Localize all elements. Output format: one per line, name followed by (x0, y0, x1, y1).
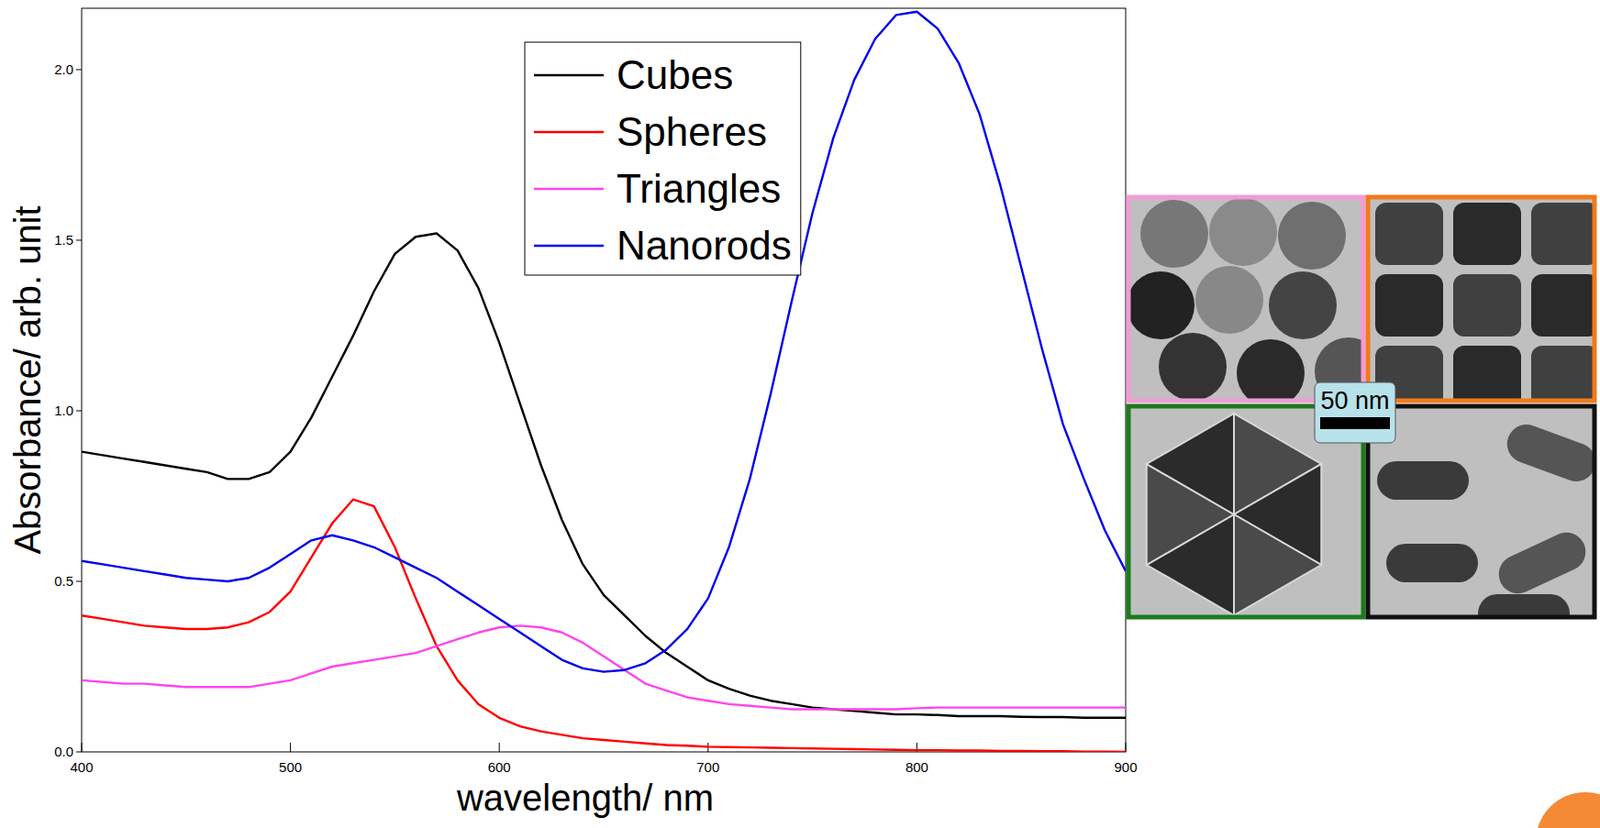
particle (1453, 202, 1522, 266)
y-axis-title: Absorbance/ arb. unit (7, 205, 48, 555)
series-line (81, 625, 1126, 710)
y-tick-label: 0.0 (54, 744, 74, 760)
legend-swatch (533, 74, 604, 77)
particle (1236, 339, 1305, 401)
x-tick-label: 700 (696, 759, 720, 776)
legend: Cubes Spheres Triangles Nanorods (524, 42, 801, 276)
y-tick (76, 68, 82, 70)
particle (1531, 202, 1595, 266)
particle (1531, 345, 1595, 401)
legend-label: Cubes (616, 52, 734, 98)
decoration (1535, 792, 1600, 828)
micrograph-border (1367, 197, 1595, 401)
x-axis-title: wavelength/ nm (455, 777, 714, 819)
y-tick-label: 2.0 (54, 61, 74, 78)
particle (1453, 345, 1522, 401)
particle (1128, 271, 1195, 340)
x-tick (289, 743, 291, 753)
particle (1531, 274, 1595, 337)
y-tick-label: 1.5 (54, 232, 74, 248)
chart-root: 400 500 600 700 800 900 0.0 0.5 1.0 1.5 2.0 wavelen… (0, 0, 1600, 828)
legend-label: Nanorods (616, 222, 792, 268)
x-tick-label: 600 (488, 759, 512, 776)
legend-swatch (533, 244, 604, 247)
particle (1140, 200, 1209, 268)
y-tick-label: 1.0 (54, 402, 74, 419)
particle (1377, 461, 1469, 500)
micrograph (1367, 197, 1595, 401)
scale-bar: 50 nm (1314, 382, 1396, 444)
particle (1453, 274, 1522, 337)
micrograph-border (1128, 197, 1364, 401)
particle (1477, 594, 1570, 618)
scale-bar-line (1320, 417, 1390, 430)
y-tick (76, 239, 82, 241)
legend-box (524, 42, 801, 276)
x-tick-label: 800 (905, 759, 929, 776)
particle (1146, 413, 1234, 515)
micrograph (1367, 406, 1595, 618)
series-line (81, 11, 1126, 673)
micrograph (1128, 197, 1364, 401)
x-tick-label: 500 (278, 759, 302, 776)
x-tick (81, 743, 83, 753)
scale-bar-label: 50 nm (1320, 387, 1389, 415)
particle (1158, 333, 1227, 401)
particle (1375, 274, 1444, 337)
y-tick (76, 752, 82, 754)
legend-label: Spheres (616, 109, 767, 155)
particle (1492, 526, 1592, 600)
particle (1375, 202, 1444, 266)
x-tick (499, 743, 500, 753)
y-tick (76, 580, 82, 582)
particle (1195, 266, 1264, 334)
particle (1233, 514, 1322, 616)
plot-frame (81, 8, 1126, 753)
series-line (81, 500, 1126, 753)
particle (1386, 544, 1478, 583)
legend-swatch (533, 188, 604, 190)
x-tick-label: 900 (1113, 759, 1137, 776)
scale-bar-box (1314, 382, 1396, 444)
plot-lines (81, 11, 1126, 753)
series-line (81, 233, 1126, 719)
x-tick (1125, 743, 1127, 753)
micrograph-border (1367, 406, 1595, 618)
particle (1501, 419, 1595, 488)
legend-label: Triangles (616, 166, 781, 212)
x-tick-label: 400 (69, 759, 93, 776)
particle (1268, 271, 1337, 340)
particle (1209, 198, 1278, 267)
particle (1277, 201, 1346, 270)
y-tick (76, 410, 82, 412)
legend-swatch (533, 131, 604, 134)
y-tick-label: 0.5 (54, 573, 74, 589)
